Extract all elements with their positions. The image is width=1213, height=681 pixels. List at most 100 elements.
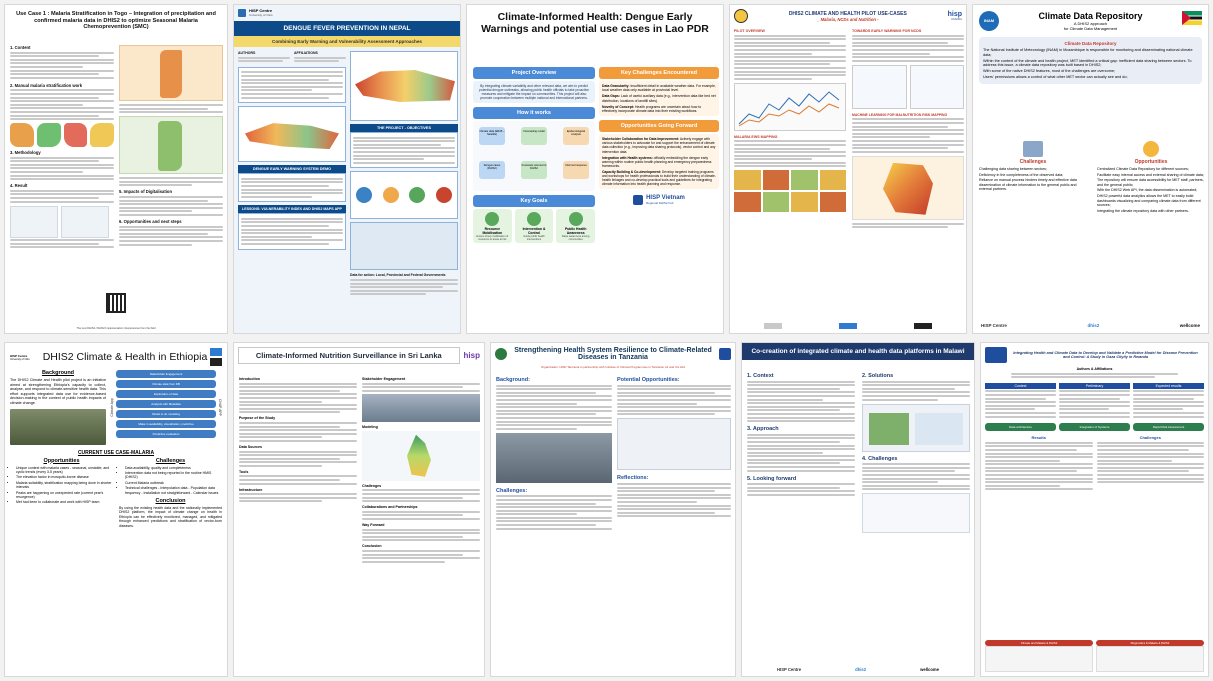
section-heading: CURRENT USE CASE-MALARIA [77,449,155,456]
section-heading: Opportunities Going Forward [599,120,719,133]
footer-logo: wellcome [920,667,939,672]
body-text [119,104,223,114]
dashboard-screenshot [617,418,731,471]
section-heading: 1. Content [10,45,31,50]
data-action-heading: Data for action: Local, Provincial and F… [350,273,446,278]
body-text [734,34,846,80]
authors-heading: Authors & Affiliations [1076,367,1113,371]
inam-logo-icon: INAM [979,11,999,31]
chart-figure [734,82,846,131]
section-heading: Challenges [155,457,186,464]
section-heading: Conclusion [155,498,186,504]
section-heading: Preliminary [1059,382,1130,389]
poster-togo-malaria[interactable]: Use Case 1 : Malaria Stratification in T… [4,4,228,334]
poster-sri-lanka[interactable]: Climate-Informed Nutrition Surveillance … [233,342,485,677]
section-heading: Key Goals [473,195,595,208]
hisp-vietnam-logo-icon [633,195,644,206]
poster-mozambique-repository[interactable]: INAM Climate Data Repository A DHIS2 app… [972,4,1209,334]
poster-title: Climate Data Repository [1038,11,1143,21]
workshop-photo [362,393,480,422]
body-text [10,156,114,181]
body-text [747,380,855,423]
poster-lao-dengue[interactable]: Climate-Informed Health: Dengue Early Wa… [466,4,724,334]
body-text [362,382,480,392]
goal-title: Resource Mobilisation [482,227,503,236]
poster-tanzania[interactable]: Strengthening Health System Resilience t… [490,342,736,677]
workflow-step: Climate data from DB [116,380,216,388]
opportunity-item: The repository will ensure data accessib… [1097,178,1204,187]
body-text [239,493,357,503]
body-text [1096,441,1204,484]
workflow-diagram [350,171,458,220]
org-name: HISP Centre [10,353,28,358]
poster-subtitle2: for Climate Data Management [1063,26,1118,31]
section-heading: 2. Manual malaria stratification work [10,82,83,88]
section-heading: Conclusion [362,544,382,549]
body-text [747,433,855,472]
uganda-map-figure [852,155,964,220]
conclusion-text: By using the existing health data and th… [119,506,222,528]
map-thumbnails [10,123,114,148]
poster-rwanda[interactable]: Integrating Health and Climate Data to D… [980,342,1209,677]
hisp-logo-icon [719,348,731,360]
tanzania-coat-of-arms-icon [495,348,507,360]
poster-ethiopia[interactable]: HISP Centre University of Oslo DHIS2 Cli… [4,342,228,677]
section-heading: Potential Opportunities: [617,377,680,383]
body-text [981,372,1208,379]
section-heading: 3. Methodology [10,150,41,156]
goal-desc: Raise awareness among communities [561,235,590,242]
institution-logo-icon [985,347,1007,363]
footer-text: The next DHIS2 / DHIS2 Implementation / … [76,326,156,330]
body-text [239,382,357,414]
poster-nepal-dengue[interactable]: HISP Centre University of Oslo DENGUE FE… [233,4,461,334]
poster-uganda-pilots[interactable]: DHIS2 CLIMATE AND HEALTH PILOT USE-CASES… [729,4,967,334]
repo-item: With some of the native DHIS2 features, … [983,69,1116,74]
opportunity-item: Facilitate easy internal access and exte… [1097,172,1204,177]
section-heading: 5. Looking forward [747,475,797,482]
section-heading: 1. Context [747,373,774,379]
goal-icon [485,212,500,227]
section-heading: MACHINE LEARNING FOR MALNUTRITION RISK M… [852,112,948,117]
poster-subtitle: Combining Early Warning and Vulnerabilit… [234,36,460,47]
section-heading: Purpose of the Study [239,416,276,421]
opportunity-item: Stakeholder Collaboration for Data Impro… [602,137,716,154]
body-text [747,483,855,497]
challenge-item: Deficiency in the completeness of the ob… [979,172,1064,177]
body-text [119,225,223,246]
section-heading: Way Forward [362,522,385,527]
opportunity-item: Integrating the climate repository data … [1097,208,1189,213]
workflow-step: Predictive evaluation [116,430,216,438]
challenge-item: Intervention data not being reported in … [125,471,222,480]
body-text [496,384,612,430]
team-photo [10,408,106,445]
footer-logo: wellcome [1179,323,1200,328]
org-subname: University of Oslo [249,13,273,17]
body-text [852,34,964,62]
section-heading: Challenges: [496,487,528,494]
body-text [119,195,223,216]
ews-box [238,173,346,203]
climate-app-label: Climate App [110,398,114,417]
org-subname: University of Oslo [10,357,30,361]
opportunity-item: Met had keen to collaborate and work wit… [16,500,113,504]
opportunity-item: The elevation factor in mosquito-borne d… [16,475,113,479]
nepal-map-main [350,51,458,121]
section-heading: LESSONS: VULNERABILITY INDEX AND DHIS2 M… [238,205,346,214]
body-text [239,421,357,442]
body-text [10,89,114,121]
section-heading: Stakeholder Engagement [362,377,406,381]
opportunities-icon [1143,141,1159,157]
map-figure [119,45,223,101]
lessons-box [238,213,346,250]
method-label: Data architecture [985,423,1056,432]
poster-malawi[interactable]: Co-creation of integrated climate and he… [741,342,975,677]
section-heading: Challenges [362,483,382,488]
hisp-logo-sub: UGANDA [950,18,962,21]
poster-subtitle: _ Malaria, NCDs and Nutrition - [817,16,879,22]
poster-title: Co-creation of integrated climate and he… [742,343,974,360]
goal-card: Public Health Awareness Raise awareness … [556,209,596,244]
body-text [362,510,480,520]
section-heading: 2. Solutions [862,373,894,379]
footer-chart: Diagnostics & Malaria & DHIS2 [1096,640,1204,672]
challenge-item: Data Gaps: Lack of useful auxiliary data… [602,94,716,103]
